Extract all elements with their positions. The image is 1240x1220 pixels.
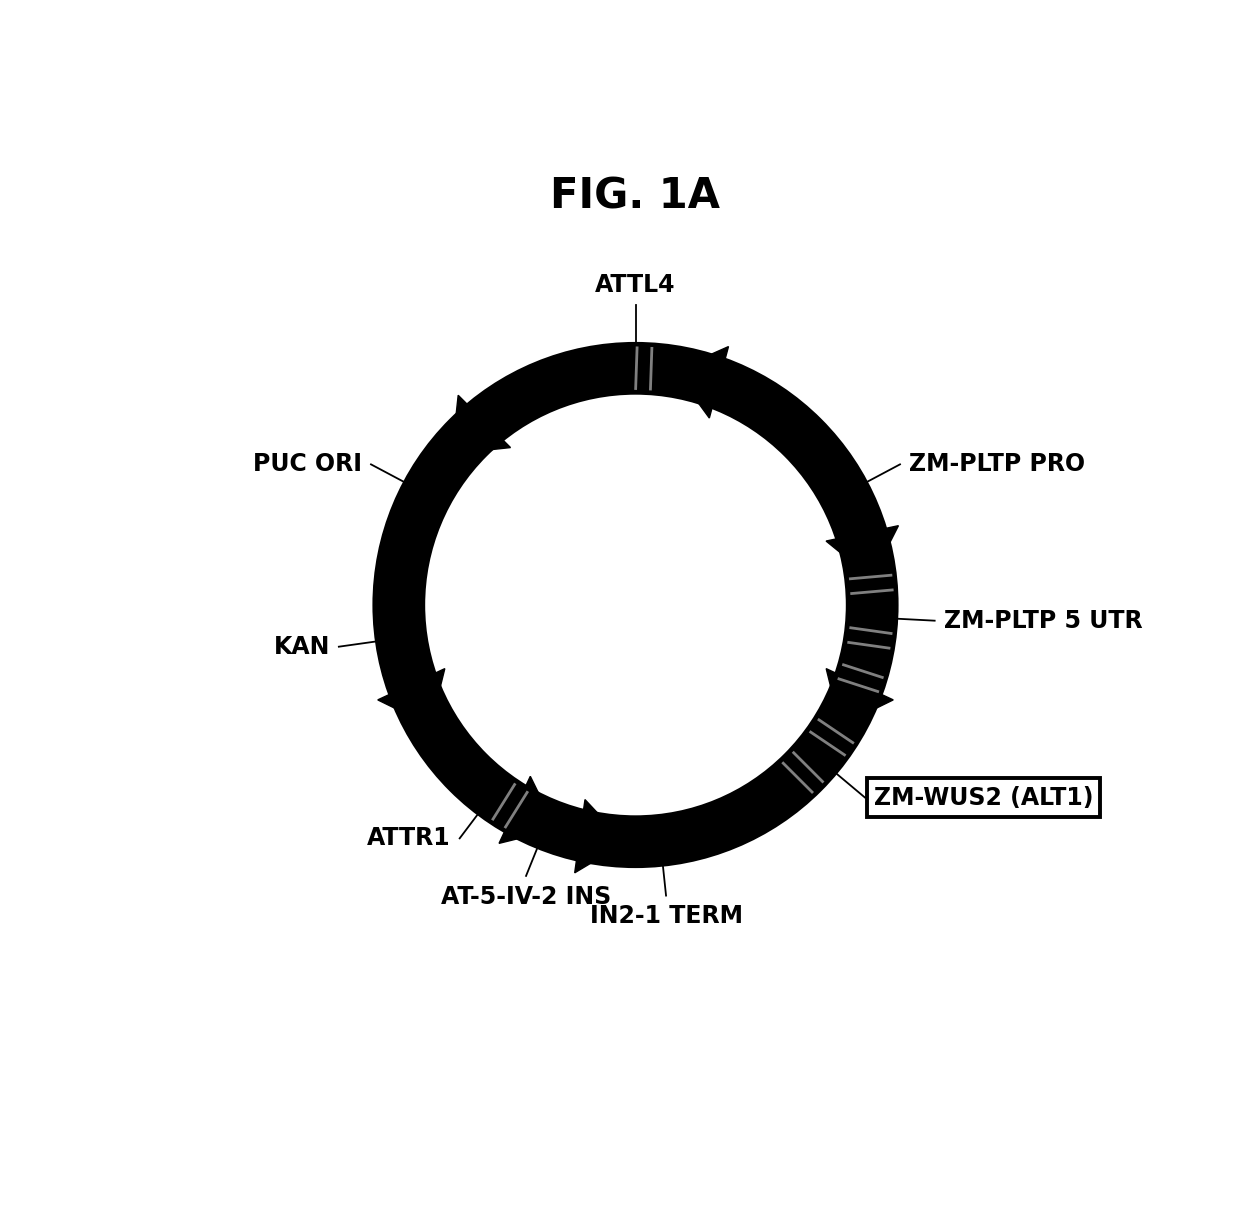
Polygon shape xyxy=(498,776,557,843)
Text: ZM-PLTP PRO: ZM-PLTP PRO xyxy=(909,453,1085,476)
Polygon shape xyxy=(826,669,893,726)
Text: IN2-1 TERM: IN2-1 TERM xyxy=(589,904,743,928)
Polygon shape xyxy=(378,669,445,726)
Text: AT-5-IV-2 INS: AT-5-IV-2 INS xyxy=(441,884,611,909)
Polygon shape xyxy=(675,346,728,418)
Text: ATTL4: ATTL4 xyxy=(595,272,676,296)
Text: KAN: KAN xyxy=(274,634,330,659)
Text: ZM-WUS2 (ALT1): ZM-WUS2 (ALT1) xyxy=(874,786,1094,810)
Text: ZM-PLTP 5 UTR: ZM-PLTP 5 UTR xyxy=(944,609,1142,633)
Text: ATTR1: ATTR1 xyxy=(367,826,451,850)
Text: PUC ORI: PUC ORI xyxy=(253,453,362,476)
Polygon shape xyxy=(574,799,625,872)
Text: FIG. 1A: FIG. 1A xyxy=(551,176,720,218)
Polygon shape xyxy=(826,526,899,578)
Polygon shape xyxy=(451,395,511,454)
